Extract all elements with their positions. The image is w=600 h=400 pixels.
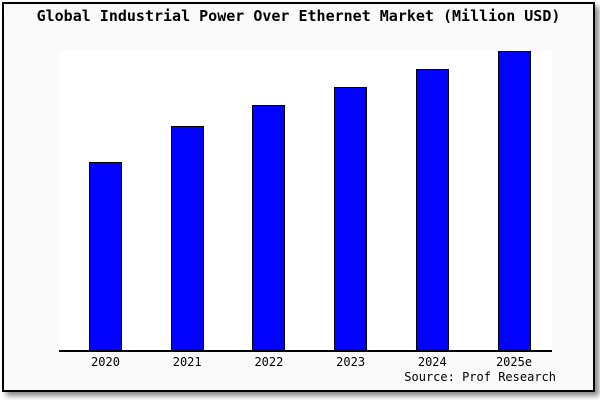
bar-2023 — [334, 87, 367, 350]
bar-2024 — [416, 69, 449, 350]
x-tick-label-2024: 2024 — [417, 355, 447, 369]
x-tick-label-2020: 2020 — [91, 355, 120, 369]
x-tick-label-2021: 2021 — [172, 355, 202, 369]
chart-card: Global Industrial Power Over Ethernet Ma… — [2, 2, 595, 392]
x-tick-label-2023: 2023 — [336, 355, 366, 369]
chart-title: Global Industrial Power Over Ethernet Ma… — [36, 7, 561, 25]
bar-2021 — [171, 126, 204, 350]
bar-2022 — [252, 105, 285, 350]
x-axis-labels: 2020 2021 2022 2023 2024 2025e — [59, 355, 552, 371]
bar-2020 — [89, 162, 122, 350]
source-note: Source: Prof Research — [404, 370, 556, 384]
x-tick-label-2025e: 2025e — [495, 355, 533, 369]
plot-area — [59, 51, 552, 352]
bar-2025e — [498, 51, 531, 350]
x-tick-label-2022: 2022 — [254, 355, 284, 369]
